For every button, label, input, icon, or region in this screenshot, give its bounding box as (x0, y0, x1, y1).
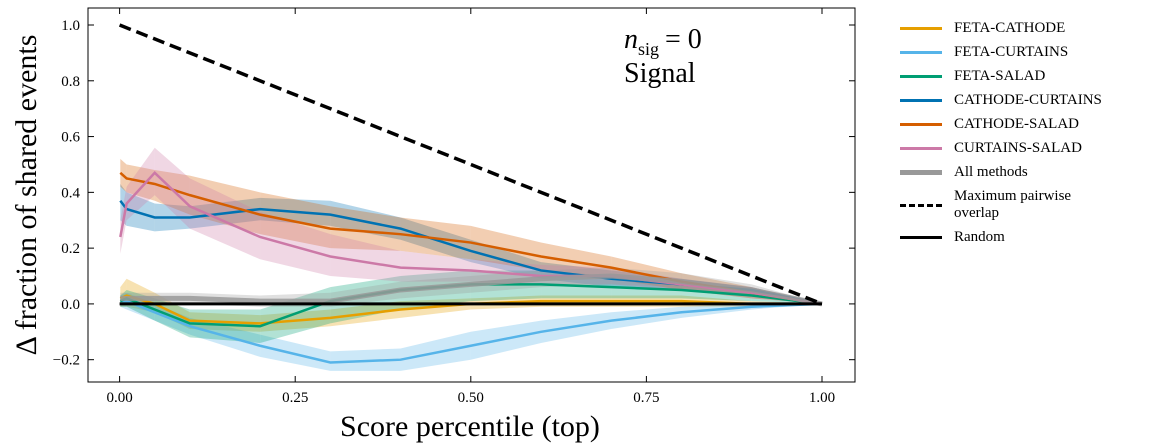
y-tick-label: 1.0 (61, 18, 80, 34)
error-band (260, 334, 331, 371)
y-tick-label: 0.4 (61, 185, 80, 201)
x-tick-label: 1.00 (809, 390, 835, 406)
error-band (189, 309, 261, 343)
legend-entry: All methods (900, 164, 1150, 181)
annotation-text: Signal (624, 58, 696, 89)
legend-entry: Maximum pairwise overlap (900, 188, 1150, 222)
legend-label: Random (954, 229, 1005, 245)
legend-label: Maximum pairwise overlap (954, 188, 1072, 221)
x-tick-label: 0.25 (282, 390, 308, 406)
x-tick-label: 0.00 (106, 390, 132, 406)
error-band (330, 348, 401, 371)
error-band (400, 331, 471, 371)
error-band (330, 234, 401, 282)
annotation-subscript: sig (638, 39, 659, 59)
legend-entry: CURTAINS-SALAD (900, 140, 1150, 157)
annotation: nsig = 0 (624, 24, 702, 59)
legend-swatch (900, 27, 942, 30)
x-axis-label: Score percentile (top) (340, 410, 600, 443)
legend-label: CURTAINS-SALAD (954, 140, 1082, 156)
legend-swatch (900, 170, 942, 175)
error-band (541, 312, 612, 343)
legend-entry: FETA-SALAD (900, 68, 1150, 85)
error-band (400, 270, 471, 310)
legend-label: All methods (954, 164, 1028, 180)
legend-entry: CATHODE-SALAD (900, 116, 1150, 133)
y-tick-label: 0.6 (61, 130, 80, 146)
y-tick-label: 0.0 (61, 297, 80, 313)
series-line (120, 273, 823, 307)
chart: Score percentile (top) Δ fraction of sha… (10, 7, 856, 443)
series-line (119, 171, 823, 306)
legend-swatch (900, 123, 942, 126)
error-band (189, 317, 261, 357)
legend-label: FETA-CATHODE (954, 20, 1066, 36)
annotation-symbol: n (624, 24, 638, 55)
legend-swatch (900, 51, 942, 54)
legend-entry: FETA-CATHODE (900, 20, 1150, 37)
plot-area (118, 23, 823, 371)
series-line (120, 299, 823, 364)
y-tick-label: 0.8 (61, 74, 80, 90)
legend-label: CATHODE-CURTAINS (954, 92, 1102, 108)
y-tick-label: −0.2 (53, 353, 80, 369)
legend-label: FETA-CURTAINS (954, 44, 1069, 60)
legend-entry: FETA-CURTAINS (900, 44, 1150, 61)
error-band (400, 250, 471, 282)
y-tick-label: 0.2 (61, 241, 80, 257)
error-band (126, 164, 155, 201)
legend-swatch (900, 75, 942, 78)
error-band (189, 178, 261, 260)
plot-frame (87, 7, 856, 383)
legend-swatch (900, 203, 942, 207)
error-band (260, 192, 331, 249)
legend-swatch (900, 147, 942, 150)
error-band (126, 192, 155, 232)
x-tick-label: 0.50 (458, 390, 484, 406)
error-band (470, 320, 542, 360)
legend-label: CATHODE-SALAD (954, 116, 1079, 132)
error-band (611, 306, 682, 330)
error-band (330, 200, 401, 240)
x-tick-label: 0.75 (633, 390, 659, 406)
error-band (541, 242, 612, 279)
annotation-equation: = 0 (665, 24, 702, 55)
legend: FETA-CATHODE FETA-CURTAINS FETA-SALAD CATHO… (900, 20, 1150, 253)
legend-label: FETA-SALAD (954, 68, 1046, 84)
legend-entry: CATHODE-CURTAINS (900, 92, 1150, 109)
legend-swatch (900, 236, 942, 239)
legend-swatch (900, 99, 942, 102)
error-band (470, 225, 542, 271)
error-band (126, 147, 155, 221)
error-band (260, 211, 331, 277)
error-band (470, 239, 542, 279)
y-axis-label: Δ fraction of shared events (10, 35, 43, 356)
legend-entry: Random (900, 229, 1150, 246)
